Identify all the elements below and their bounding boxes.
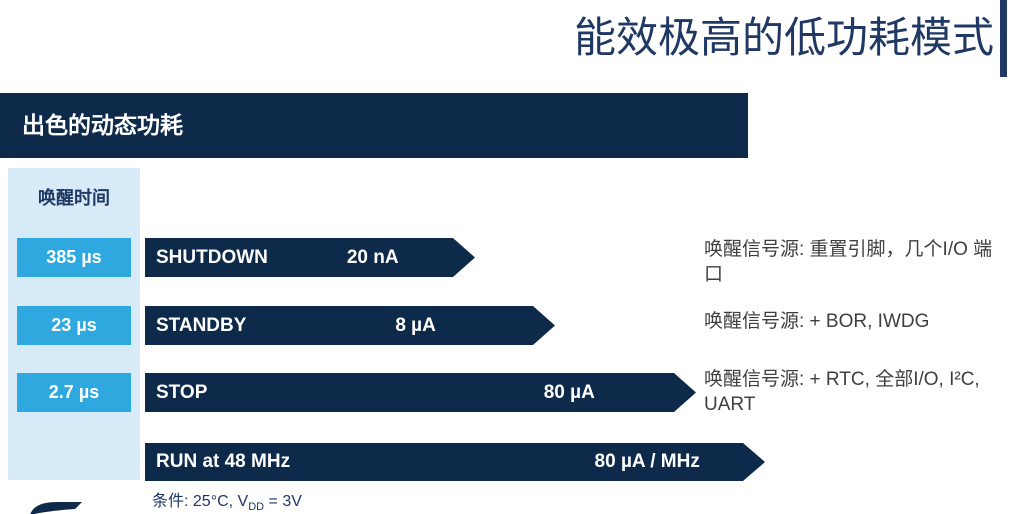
page-title: 能效极高的低功耗模式 bbox=[573, 14, 994, 61]
section-header-bar: 出色的动态功耗 bbox=[0, 93, 748, 158]
condition-subscript: DD bbox=[248, 501, 265, 514]
mode-current-value: 20 nA bbox=[346, 246, 399, 268]
mode-label: STANDBY bbox=[156, 314, 247, 336]
mode-current-value: 80 µA / MHz bbox=[594, 451, 700, 472]
section-header-label: 出色的动态功耗 bbox=[22, 112, 183, 138]
wake-source-note-stop: 唤醒信号源: + RTC, 全部I/O, I²C, UART bbox=[704, 369, 980, 415]
mode-label: STOP bbox=[156, 381, 208, 403]
mode-current-value: 80 µA bbox=[543, 381, 595, 403]
mode-bar-standby: STANDBY 8 µA bbox=[145, 306, 555, 345]
wake-time-badge-stop: 2.7 µs bbox=[17, 373, 131, 412]
st-logo-swoosh-icon bbox=[30, 502, 82, 514]
condition-prefix: 条件: 25°C, V bbox=[152, 493, 249, 510]
wake-source-note-standby: 唤醒信号源: + BOR, IWDG bbox=[704, 311, 930, 332]
wake-time-badge-shutdown: 385 µs bbox=[17, 238, 131, 277]
title-accent-bar bbox=[1000, 0, 1007, 77]
mode-label: SHUTDOWN bbox=[156, 246, 268, 268]
mode-bar-run: RUN at 48 MHz 80 µA / MHz bbox=[145, 443, 765, 481]
mode-current-value: 8 µA bbox=[395, 314, 436, 336]
mode-bar-stop: STOP 80 µA bbox=[145, 373, 696, 412]
condition-text: 条件: 25°C, VDD = 3V bbox=[152, 487, 302, 513]
wake-source-note-shutdown: 唤醒信号源: 重置引脚，几个I/O 端口 bbox=[704, 239, 993, 285]
mode-label: RUN at 48 MHz bbox=[156, 451, 291, 472]
mode-bar-shutdown: SHUTDOWN 20 nA bbox=[145, 238, 475, 277]
condition-suffix: = 3V bbox=[264, 493, 302, 510]
wake-time-badge-standby: 23 µs bbox=[17, 306, 131, 345]
wake-time-column-header: 唤醒时间 bbox=[38, 188, 110, 208]
